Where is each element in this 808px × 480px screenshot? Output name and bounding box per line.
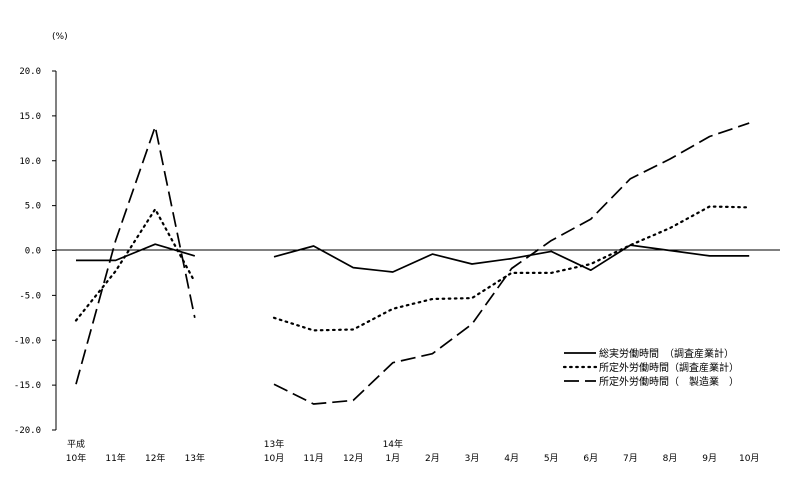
x-label-bottom: 5月 — [544, 453, 559, 464]
series-1-line-2 — [273, 244, 750, 273]
y-unit-label: (%) — [52, 32, 68, 42]
x-label-bottom: 1月 — [385, 453, 400, 464]
x-label-bottom: 12年 — [145, 452, 165, 464]
series-3-line-2 — [273, 122, 750, 405]
x-label-bottom: 7月 — [623, 453, 638, 464]
legend-label-2: 所定外労働時間（調査産業計） — [599, 361, 739, 374]
x-label-bottom: 8月 — [663, 453, 678, 464]
x-label-bottom: 3月 — [465, 453, 480, 464]
y-tick-label: -20.0 — [14, 426, 41, 436]
y-tick-label: -10.0 — [14, 336, 41, 346]
x-label-bottom: 12月 — [343, 453, 363, 464]
y-tick-label: 20.0 — [19, 67, 41, 77]
series-2-line-2 — [272, 205, 751, 332]
legend-label-3: 所定外労働時間（ 製造業 ） — [599, 375, 739, 388]
x-label-bottom: 9月 — [702, 453, 717, 464]
series-2-line-1 — [74, 208, 196, 322]
y-tick-label: 5.0 — [25, 202, 41, 212]
x-label-bottom: 10年 — [66, 452, 86, 464]
x-label-top: 14年 — [383, 438, 403, 450]
x-label-bottom: 13年 — [185, 452, 205, 464]
x-label-bottom: 10月 — [264, 453, 284, 464]
x-label-bottom: 11年 — [105, 452, 125, 464]
series-3-line-1 — [75, 125, 196, 385]
series-1-line-1 — [76, 243, 196, 262]
series-lines — [74, 122, 751, 405]
legend: 総実労働時間 （調査産業計）所定外労働時間（調査産業計）所定外労働時間（ 製造業… — [562, 347, 739, 388]
x-label-bottom: 6月 — [583, 453, 598, 464]
x-label-bottom: 4月 — [504, 453, 519, 464]
x-label-top: 13年 — [264, 438, 284, 450]
y-tick-label: 0.0 — [25, 247, 41, 257]
x-label-bottom: 2月 — [425, 453, 440, 464]
y-tick-label: -5.0 — [19, 291, 41, 301]
y-tick-label: 15.0 — [19, 112, 41, 122]
x-label-bottom: 11月 — [303, 453, 323, 464]
y-ticks: 20.0 15.0 10.0 5.0 0.0 -5.0 -10.0 -15.0 -20.0 — [14, 67, 56, 436]
y-tick-label: -15.0 — [14, 381, 41, 391]
legend-label-1: 総実労働時間 （調査産業計） — [599, 347, 734, 360]
y-tick-label: 10.0 — [19, 157, 41, 167]
x-label-bottom: 10月 — [739, 453, 759, 464]
x-labels: 平成 10年 11年 12年 13年 13年 10月 11月 12月 14年 1月 2月 3月 4月 5月 6… — [66, 438, 760, 464]
x-label-top: 平成 — [67, 438, 85, 450]
